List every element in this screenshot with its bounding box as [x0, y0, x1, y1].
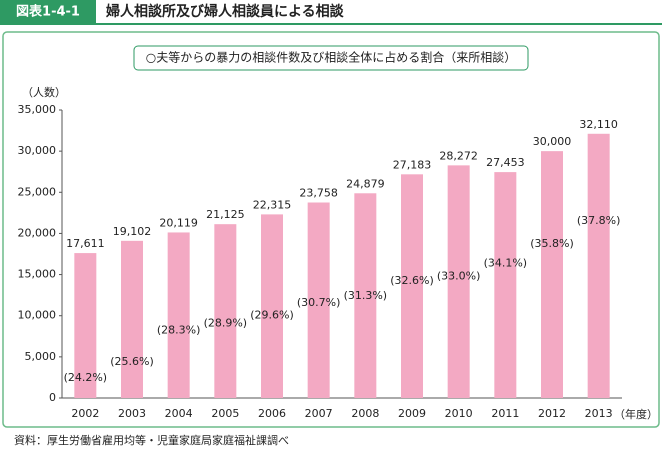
header-label: 図表1-4-1: [16, 4, 80, 20]
subtitle-box: [133, 45, 529, 71]
ratio-label: (29.6%): [250, 309, 294, 322]
y-tick-label: 15,000: [18, 268, 57, 281]
bar: [121, 240, 143, 398]
x-tick-label: 2012: [538, 407, 566, 420]
x-tick-label: 2004: [165, 407, 193, 420]
value-label: 27,453: [486, 156, 525, 169]
bar: [214, 224, 237, 398]
bar: [541, 151, 563, 398]
source: 資料：厚生労働省雇用均等・児童家庭局家庭福祉課調べ: [14, 433, 289, 447]
x-tick-label: 2003: [118, 407, 146, 420]
ratio-label: (31.3%): [344, 289, 388, 302]
x-tick-label: 2011: [491, 407, 519, 420]
ratio-label: (25.6%): [110, 355, 154, 368]
ratio-label: (37.8%): [577, 214, 621, 227]
bar: [401, 174, 423, 398]
ratio-label: (35.8%): [530, 237, 574, 250]
y-tick-label: 30,000: [18, 144, 57, 157]
x-tick-label: 2002: [71, 407, 99, 420]
ratio-label: (32.6%): [390, 274, 434, 287]
header-label-box: [0, 0, 96, 23]
y-tick-label: 35,000: [18, 103, 57, 116]
chart-title: ○夫等からの暴力の相談件数及び相談全体に占める割合（来所相談）: [146, 50, 516, 65]
ratio-label: (28.9%): [204, 317, 248, 330]
y-tick-label: 0: [49, 391, 56, 404]
ratio-label: (34.1%): [484, 257, 528, 270]
y-tick-label: 20,000: [18, 226, 57, 239]
x-tick-label: 2008: [351, 407, 379, 420]
x-tick-label: 2013: [585, 407, 613, 420]
bar: [74, 253, 97, 398]
ratio-label: (33.0%): [437, 269, 481, 282]
value-label: 30,000: [533, 135, 572, 148]
x-tick-label: 2006: [258, 407, 286, 420]
bar: [167, 232, 190, 398]
value-label: 23,758: [299, 187, 338, 200]
value-label: 24,879: [346, 177, 385, 190]
value-label: 27,183: [393, 158, 432, 171]
x-axis-label: （年度）: [614, 407, 658, 421]
value-label: 28,272: [439, 149, 478, 162]
y-tick-label: 10,000: [18, 309, 57, 322]
value-label: 32,110: [579, 118, 618, 131]
ratio-label: (24.2%): [64, 371, 108, 384]
value-label: 19,102: [113, 225, 152, 238]
y-tick-label: 5,000: [25, 350, 57, 363]
y-axis-label: （人数）: [22, 86, 66, 99]
header-title: 婦人相談所及び婦人相談員による相談: [105, 3, 345, 20]
x-tick-label: 2005: [211, 407, 239, 420]
x-tick-label: 2007: [305, 407, 333, 420]
bar: [307, 202, 330, 398]
x-tick-label: 2009: [398, 407, 426, 420]
value-label: 17,611: [66, 237, 105, 250]
bar: [447, 165, 470, 398]
bar: [494, 172, 517, 398]
bar: [587, 133, 610, 398]
bar: [261, 214, 283, 398]
ratio-label: (28.3%): [157, 324, 201, 337]
ratio-label: (30.7%): [297, 296, 341, 309]
value-label: 22,315: [253, 198, 292, 211]
y-tick-label: 25,000: [18, 185, 57, 198]
value-label: 20,119: [159, 216, 198, 229]
bar: [354, 193, 377, 398]
value-label: 21,125: [206, 208, 245, 221]
x-tick-label: 2010: [445, 407, 473, 420]
